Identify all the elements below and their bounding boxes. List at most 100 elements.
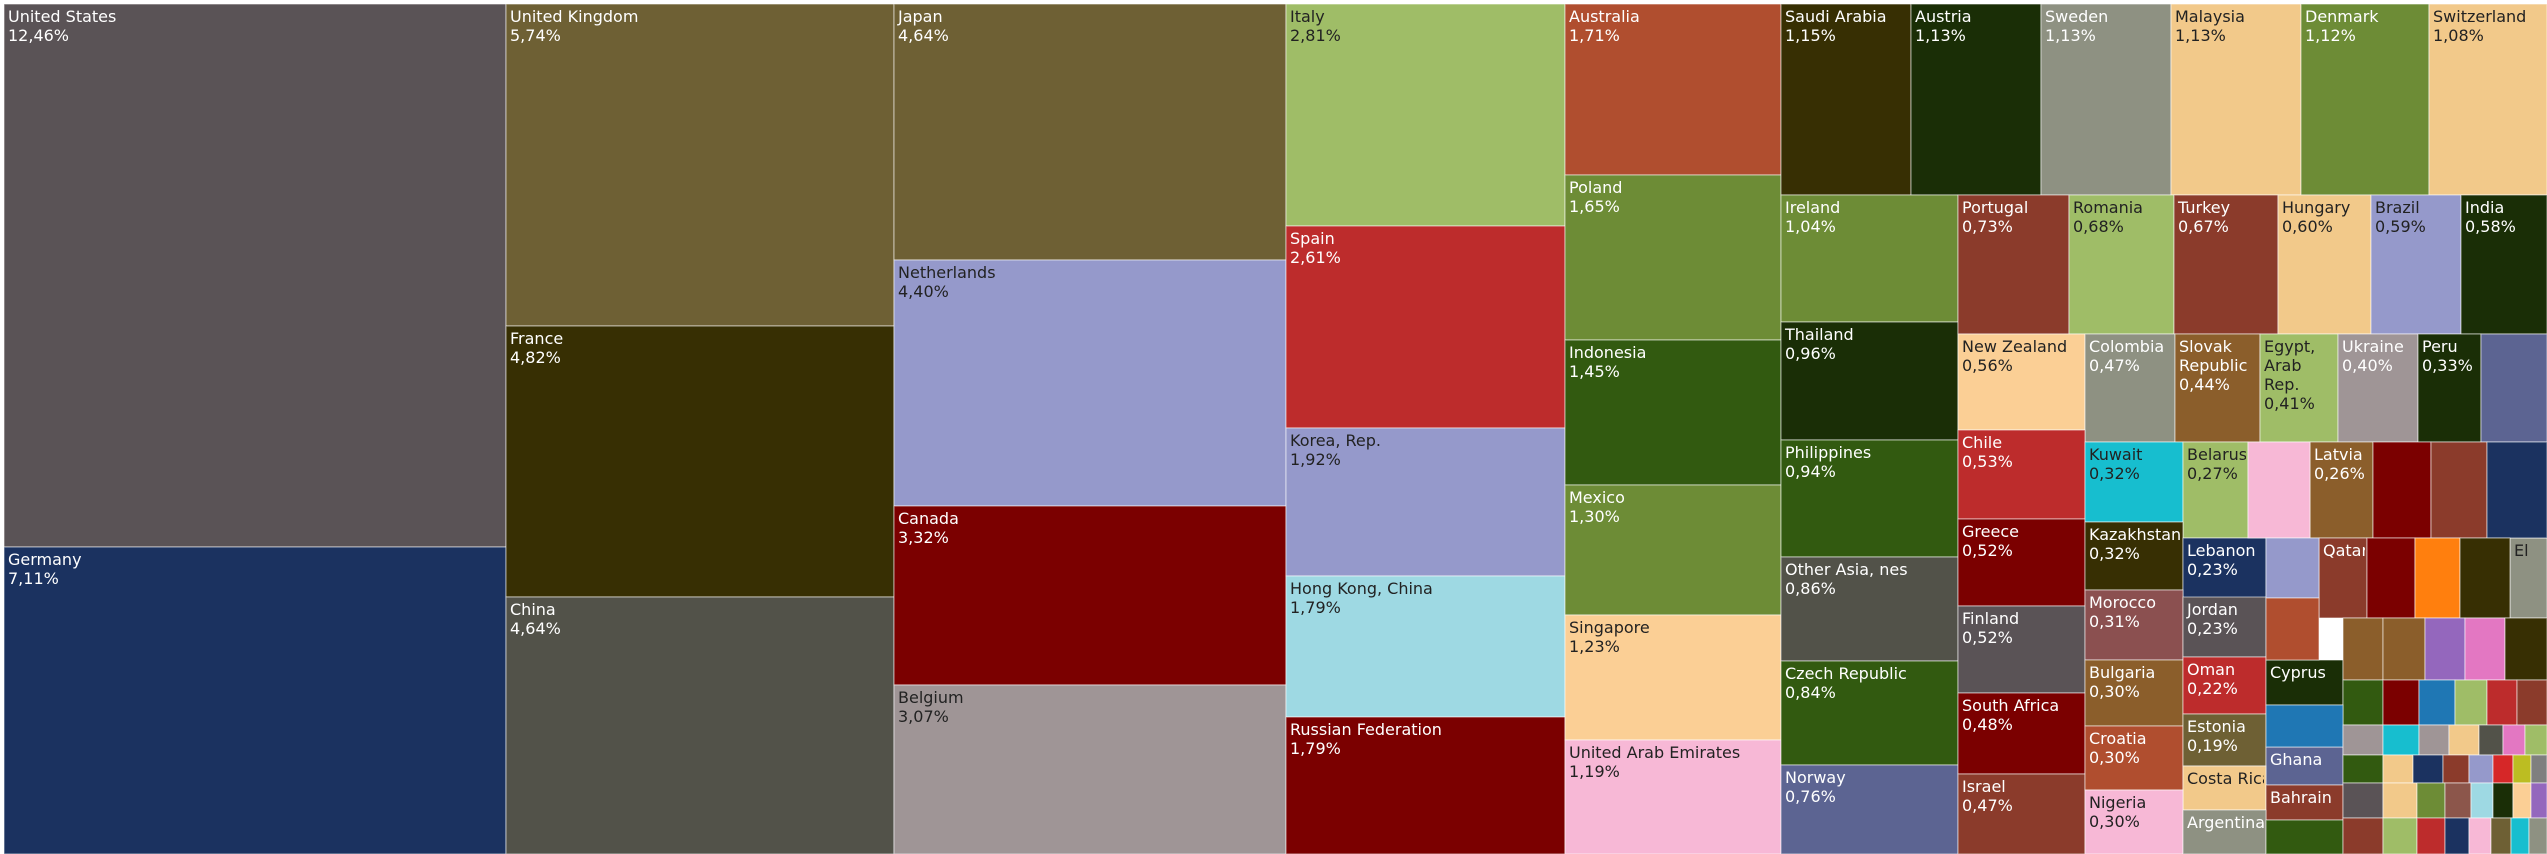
tile-label-belarus: Belarus 0,27% [2187, 445, 2247, 483]
tile-rect-australia [1564, 4, 1782, 176]
tile-value-norway: 0,76% [1785, 787, 1836, 806]
tile-rect-norway [1780, 764, 1959, 854]
tile-unlabeled-10 [2342, 617, 2384, 681]
tile-value-spain: 2,61% [1290, 248, 1341, 267]
tile-value-japan: 4,64% [898, 26, 949, 45]
tile-ireland: Ireland 1,04% [1780, 194, 1959, 323]
tile-label-qatar: Qatar [2323, 541, 2368, 560]
tile-unlabeled-29 [2342, 754, 2384, 784]
tile-label-saudi-arabia: Saudi Arabia 1,15% [1785, 7, 1887, 45]
tile-rect-belarus [2182, 441, 2249, 539]
tile-label-switzerland: Switzerland 1,08% [2433, 7, 2526, 45]
tile-india: India 0,58% [2460, 194, 2547, 335]
tile-rect-germany [4, 546, 507, 854]
tile-label-costa-rica: Costa Rica [2187, 769, 2272, 788]
tile-hungary: Hungary 0,60% [2277, 194, 2372, 335]
tile-other-asia-nes: Other Asia, nes 0,86% [1780, 556, 1959, 662]
tile-unlabeled-38 [2382, 782, 2418, 819]
tile-rect-hong-kong-china [1285, 575, 1566, 718]
tile-unlabeled-50 [2468, 817, 2492, 854]
tile-rect-qatar [2318, 537, 2368, 619]
tile-unlabeled-44 [2530, 782, 2547, 819]
tile-france: France 4,82% [505, 325, 895, 598]
tile-kazakhstan: Kazakhstan 0,32% [2084, 521, 2184, 591]
tile-label-belgium: Belgium 3,07% [898, 688, 964, 726]
tile-value-chile: 0,53% [1962, 452, 2013, 471]
tile-rect-india [2460, 194, 2547, 335]
tile-label-other-asia-nes: Other Asia, nes 0,86% [1785, 560, 1908, 598]
tile-value-brazil: 0,59% [2375, 217, 2426, 236]
tile-value-canada: 3,32% [898, 528, 949, 547]
tile-philippines: Philippines 0,94% [1780, 439, 1959, 558]
tile-spain: Spain 2,61% [1285, 225, 1566, 429]
tile-label-argentina: Argentina [2187, 813, 2265, 832]
tile-unlabeled-14 [2504, 617, 2547, 681]
tile-label-jordan: Jordan 0,23% [2186, 600, 2238, 638]
tile-rect-united-arab-emirates [1564, 739, 1782, 854]
tile-italy: Italy 2,81% [1285, 4, 1566, 227]
tile-label-chile: Chile 0,53% [1962, 433, 2013, 471]
tile-south-africa: South Africa 0,48% [1957, 692, 2086, 775]
tile-value-egypt-arab-rep: 0,41% [2264, 394, 2315, 413]
tile-label-slovak-republic: Slovak Republic 0,44% [2179, 337, 2247, 394]
tile-unlabeled-35 [2512, 754, 2532, 784]
tile-label-finland: Finland 0,52% [1962, 609, 2019, 647]
tile-value-oman: 0,22% [2187, 679, 2238, 698]
tile-value-romania: 0,68% [2073, 217, 2124, 236]
tile-switzerland: Switzerland 1,08% [2428, 4, 2547, 196]
tile-value-united-states: 12,46% [8, 26, 69, 45]
tile-czech-republic: Czech Republic 0,84% [1780, 660, 1959, 766]
tile-singapore: Singapore 1,23% [1564, 614, 1782, 741]
tile-label-hong-kong-china: Hong Kong, China 1,79% [1290, 579, 1433, 617]
tile-label-kuwait: Kuwait 0,32% [2089, 445, 2142, 483]
tile-costa-rica: Costa Rica [2182, 765, 2272, 811]
tile-value-switzerland: 1,08% [2433, 26, 2484, 45]
tile-rect-singapore [1564, 614, 1782, 741]
tile-unlabeled-51 [2490, 817, 2512, 854]
tile-jordan: Jordan 0,23% [2182, 596, 2267, 658]
tile-value-estonia: 0,19% [2187, 736, 2238, 755]
tile-korea-rep: Korea, Rep. 1,92% [1285, 427, 1566, 577]
tile-rect-china [505, 596, 895, 854]
tile-label-bulgaria: Bulgaria 0,30% [2089, 663, 2155, 701]
tile-value-malaysia: 1,13% [2175, 26, 2226, 45]
tile-bulgaria: Bulgaria 0,30% [2084, 659, 2184, 727]
tile-mexico: Mexico 1,30% [1564, 484, 1782, 616]
tile-unlabeled-12 [2424, 617, 2466, 681]
tile-ghana: Ghana [2265, 746, 2344, 786]
tile-label-netherlands: Netherlands 4,40% [898, 263, 996, 301]
tile-label-israel: Israel 0,47% [1962, 777, 2013, 815]
tile-united-states: United States 12,46% [4, 4, 507, 548]
tile-label-brazil: Brazil 0,59% [2375, 198, 2426, 236]
tile-value-ukraine: 0,40% [2342, 356, 2393, 375]
tile-label-ghana: Ghana [2270, 750, 2322, 769]
tile-unlabeled-27 [2502, 724, 2526, 756]
tile-rect-italy [1285, 4, 1566, 227]
tile-label-germany: Germany 7,11% [8, 550, 82, 588]
tile-australia: Australia 1,71% [1564, 4, 1782, 176]
tile-label-croatia: Croatia 0,30% [2089, 729, 2147, 767]
tile-label-morocco: Morocco 0,31% [2089, 593, 2156, 631]
tile-label-egypt-arab-rep: Egypt, Arab Rep. 0,41% [2264, 337, 2315, 413]
tile-rect-denmark [2300, 4, 2430, 196]
tile-value-thailand: 0,96% [1785, 344, 1836, 363]
tile-label-sweden: Sweden 1,13% [2045, 7, 2108, 45]
tile-unlabeled-21 [2265, 704, 2344, 748]
tile-label-greece: Greece 0,52% [1962, 522, 2019, 560]
tile-label-poland: Poland 1,65% [1569, 178, 1622, 216]
tile-label-estonia: Estonia 0,19% [2187, 717, 2246, 755]
tile-turkey: Turkey 0,67% [2173, 194, 2279, 335]
tile-egypt-arab-rep: Egypt, Arab Rep. 0,41% [2259, 333, 2339, 443]
tile-value-china: 4,64% [510, 619, 561, 638]
tile-value-israel: 0,47% [1962, 796, 2013, 815]
tile-rect-morocco [2084, 589, 2184, 661]
tile-portugal: Portugal 0,73% [1957, 194, 2070, 335]
tile-value-hong-kong-china: 1,79% [1290, 598, 1341, 617]
tile-unlabeled-31 [2412, 754, 2444, 784]
tile-rect-oman [2182, 656, 2267, 715]
tile-morocco: Morocco 0,31% [2084, 589, 2184, 661]
tile-unlabeled-43 [2512, 782, 2532, 819]
tile-rect-ghana [2265, 746, 2344, 786]
tile-value-denmark: 1,12% [2305, 26, 2356, 45]
tile-rect-nigeria [2084, 789, 2184, 854]
